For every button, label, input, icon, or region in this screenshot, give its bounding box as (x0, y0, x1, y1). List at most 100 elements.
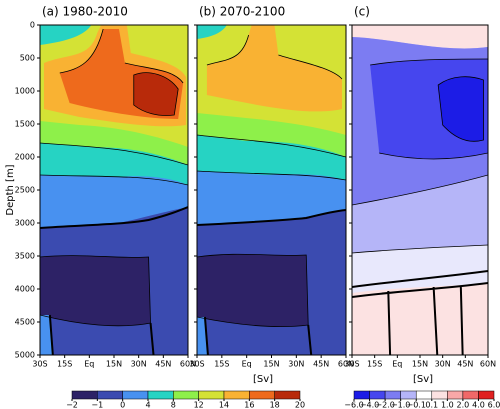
colorbar-tick-label: 6.0 (488, 401, 500, 409)
contour-shape (352, 25, 489, 49)
colorbar-tick-label: 14 (219, 401, 229, 409)
x-tick-label: 30N (131, 360, 147, 369)
panel-title: (c) (354, 5, 370, 19)
colorbar-swatch (415, 390, 433, 400)
contour-shape (197, 210, 346, 225)
y-tick-label: 5000 (15, 351, 35, 360)
contour-shape (50, 315, 154, 355)
colorbar-tick-label: −2.0 (375, 401, 394, 409)
contour-shape (352, 283, 489, 355)
panel-title: (a) 1980-2010 (42, 5, 128, 19)
contour-shape (352, 175, 488, 205)
colorbar-swatch (223, 390, 250, 400)
x-tick-label: 45N (155, 360, 171, 369)
panel-b-field (197, 25, 346, 355)
colorbar-swatch (447, 390, 464, 400)
x-tick-label: 15N (263, 360, 279, 369)
colorbar-tick-label: 8 (171, 401, 176, 409)
colorbar-tick-label: 20 (295, 401, 305, 409)
colorbar-label: [Sv] (413, 374, 433, 385)
colorbar-tick-label: 4 (145, 401, 150, 409)
contour-shape (40, 256, 151, 326)
contour-shape (40, 175, 188, 185)
colorbar-tick-label: −2 (66, 401, 78, 409)
contour-shape (197, 135, 346, 157)
contour-shape (60, 29, 183, 83)
contour-shape (205, 317, 311, 355)
y-tick-label: 500 (20, 54, 35, 63)
x-tick-label: 30S (32, 360, 47, 369)
contour-shape (207, 35, 342, 79)
y-tick-label: 1000 (15, 87, 35, 96)
colorbar-tick-label: 2.0 (457, 401, 470, 409)
contour-shape (370, 59, 488, 159)
contour-shape (40, 255, 151, 326)
colorbar-swatch (173, 390, 199, 400)
x-tick-label: 15N (106, 360, 122, 369)
colorbar-label: [Sv] (253, 374, 273, 385)
contour-shape (438, 76, 484, 142)
x-tick-label: 15S (57, 360, 72, 369)
colorbar-swatch (478, 390, 495, 400)
contour-shape (438, 77, 483, 142)
y-axis-label: Depth [m] (5, 164, 16, 215)
colorbar-tick-label: 0.1 (425, 401, 438, 409)
colorbar-tick-label: −6.0 (344, 401, 363, 409)
colorbar-swatch (249, 390, 275, 400)
contour-shape (133, 72, 179, 116)
x-tick-label: 45N (313, 360, 329, 369)
colorbar-tick-label: 4.0 (472, 401, 485, 409)
y-tick-label: 0 (30, 21, 35, 30)
colorbar-swatch (274, 390, 301, 400)
x-tick-label: 30N (288, 360, 304, 369)
panel-a-field (40, 25, 188, 355)
y-tick-label: 3500 (15, 252, 35, 261)
panel-title: (b) 2070-2100 (199, 5, 285, 19)
colorbar-tick-label: 18 (270, 401, 280, 409)
y-tick-label: 1500 (15, 120, 35, 129)
colorbar-swatch (147, 390, 174, 400)
x-tick-label: 60N (480, 360, 496, 369)
x-tick-label: 30N (435, 360, 451, 369)
contour-shape (206, 25, 342, 112)
contour-shape (134, 73, 178, 116)
y-tick-label: 4000 (15, 285, 35, 294)
contour-shape (197, 25, 227, 39)
contour-shape (352, 245, 488, 253)
x-tick-label: 60N (180, 360, 196, 369)
colorbar-swatch (384, 390, 401, 400)
colorbar-swatch (400, 390, 417, 400)
colorbar-tick-label: −1 (91, 401, 103, 409)
colorbar-tick-label: −1.0 (391, 401, 410, 409)
contour-shape (197, 254, 309, 327)
x-tick-label: Eq (84, 360, 94, 369)
colorbar-swatch (431, 390, 448, 400)
x-tick-label: 60N (338, 360, 354, 369)
contour-shape (352, 271, 488, 287)
colorbar-tick-label: 0 (120, 401, 125, 409)
colorbar-tick-label: 12 (194, 401, 204, 409)
x-tick-label: Eq (242, 360, 252, 369)
colorbar-swatch (462, 390, 479, 400)
y-tick-label: 2000 (15, 153, 35, 162)
colorbar-tick-label: −0.1 (407, 401, 426, 409)
x-tick-label: 30S (189, 360, 204, 369)
contour-shape (352, 283, 488, 355)
contour-shape (197, 171, 346, 180)
panel-c-field (352, 25, 489, 355)
x-tick-label: 15S (367, 360, 382, 369)
colorbar-swatch (198, 390, 225, 400)
x-tick-label: Eq (392, 360, 402, 369)
contour-shape (197, 254, 308, 326)
contour-shape (40, 207, 188, 228)
y-tick-label: 4500 (15, 318, 35, 327)
colorbar-tick-label: −4.0 (360, 401, 379, 409)
colorbar-tick-label: 1.0 (441, 401, 454, 409)
colorbar-tick-label: 16 (244, 401, 254, 409)
x-tick-label: 15N (412, 360, 428, 369)
colorbar-swatch (353, 390, 370, 400)
colorbar-swatch (122, 390, 149, 400)
colorbar-swatch (369, 390, 386, 400)
contour-shape (40, 25, 92, 45)
